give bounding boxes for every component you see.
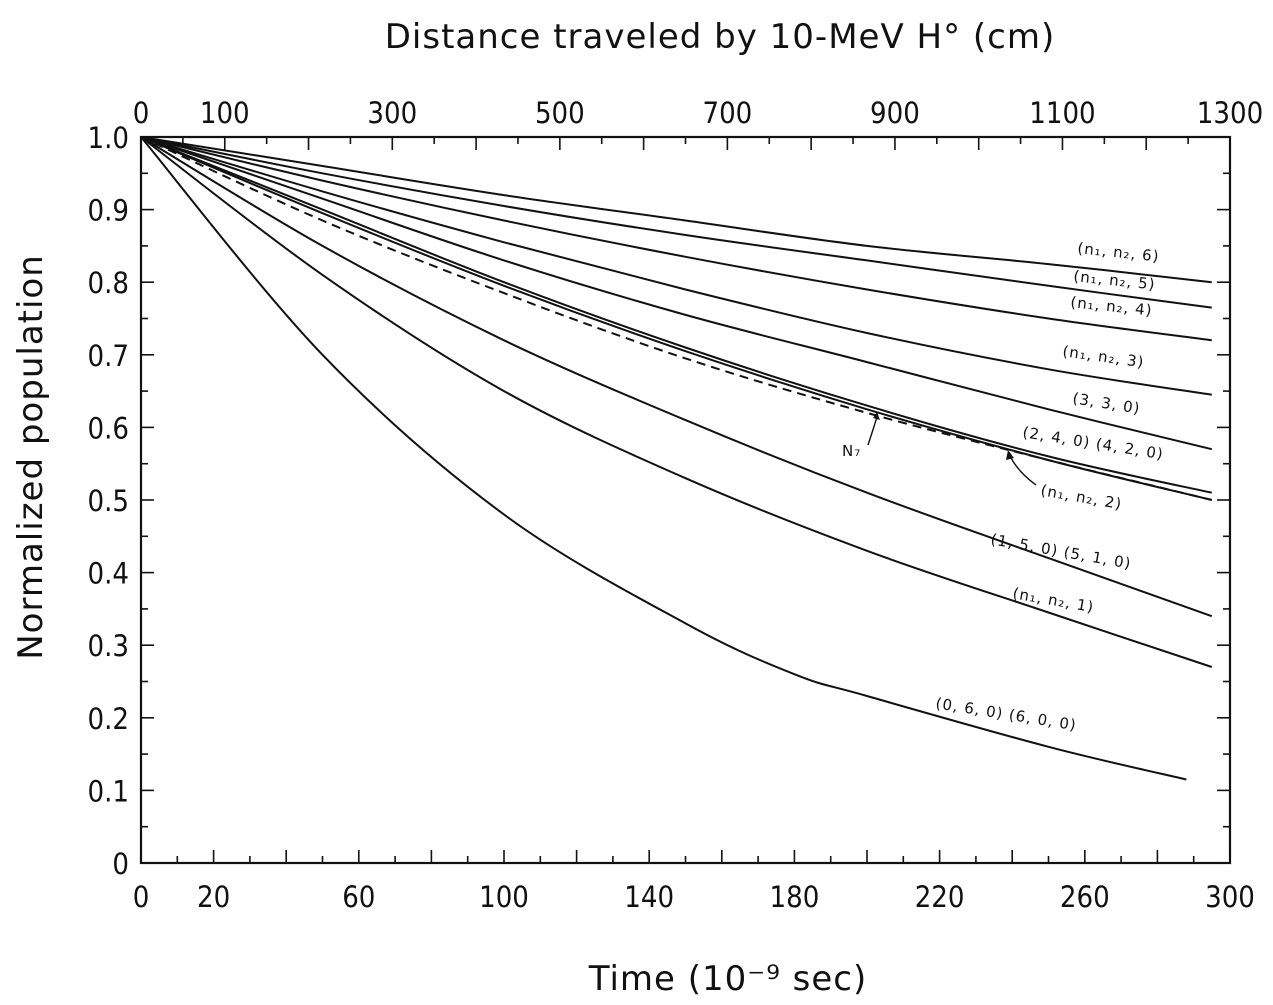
- annotation-arrowhead-n2: [1006, 450, 1014, 460]
- axis-ticks: [140, 136, 1231, 864]
- curve-label-3: (n₁, n₂, 3): [1061, 342, 1145, 371]
- series-line-2: [140, 136, 1212, 342]
- x-tick-label: 20: [197, 880, 230, 914]
- y-tick-label: 0: [112, 847, 129, 881]
- series-line-3: [140, 136, 1212, 396]
- tick-labels: 0 20 60 100 140 180 220 260 300 0 100 300 500 700 900 1…: [88, 96, 1264, 914]
- x2-tick-label: 1100: [1029, 96, 1095, 130]
- x2-tick-label: 1300: [1197, 96, 1263, 130]
- x2-tick-label: 500: [535, 96, 585, 130]
- x-tick-label: 140: [624, 880, 674, 914]
- curve-label-9: (n₁, n₂, 1): [1011, 584, 1095, 616]
- curve-label-5: (2, 4, 0) (4, 2, 0): [1021, 423, 1165, 463]
- curve-label-0: (n₁, n₂, 6): [1077, 239, 1161, 266]
- curve-label-8: (1, 5, 0) (5, 1, 0): [989, 530, 1133, 572]
- series-lines: [140, 136, 1213, 781]
- x2-tick-label: 900: [870, 96, 920, 130]
- bottom-axis-title: Time (10⁻⁹ sec): [588, 959, 868, 999]
- y-tick-label: 0.9: [88, 194, 129, 228]
- x-tick-label: 100: [479, 880, 529, 914]
- y-tick-label: 0.1: [88, 774, 129, 808]
- series-line-8: [140, 136, 1213, 618]
- series-line-5: [140, 136, 1213, 494]
- curve-label-4: (3, 3, 0): [1071, 389, 1141, 417]
- series-line-7: [140, 136, 1213, 501]
- y-tick-label: 0.3: [88, 629, 129, 663]
- y-tick-label: 0.8: [88, 266, 129, 300]
- curve-labels: (n₁, n₂, 6)(n₁, n₂, 5)(n₁, n₂, 4) (n₁, n₂…: [842, 239, 1165, 734]
- series-line-10: [140, 136, 1187, 781]
- x2-tick-label: 700: [702, 96, 752, 130]
- y-tick-label: 0.4: [88, 557, 129, 591]
- annotation-arrow-n2: [1009, 455, 1037, 486]
- curve-label-1: (n₁, n₂, 5): [1073, 267, 1157, 294]
- y-tick-label: 0.5: [88, 484, 129, 518]
- x-tick-label: 300: [1205, 880, 1255, 914]
- curve-label-6: (n₁, n₂, 2): [1039, 481, 1123, 513]
- annotation-arrow-n7: [867, 416, 878, 446]
- curve-label-2: (n₁, n₂, 4): [1070, 293, 1154, 320]
- y-tick-label: 0.7: [88, 339, 129, 373]
- top-axis-title: Distance traveled by 10-MeV H° (cm): [385, 17, 1056, 57]
- x-tick-label: 60: [342, 880, 375, 914]
- x-tick-label: 260: [1060, 880, 1110, 914]
- curve-label-7: N₇: [842, 442, 861, 460]
- x2-tick-label: 300: [367, 96, 417, 130]
- curve-label-10: (0, 6, 0) (6, 0, 0): [934, 694, 1078, 734]
- y-tick-label: 1.0: [88, 121, 129, 155]
- x2-tick-label: 100: [200, 96, 250, 130]
- x2-tick-label: 0: [133, 96, 150, 130]
- series-line-4: [140, 136, 1213, 451]
- x-tick-label: 220: [915, 880, 965, 914]
- y-tick-label: 0.6: [88, 411, 129, 445]
- series-line-1: [140, 136, 1212, 309]
- series-line-0: [140, 136, 1212, 284]
- annotation-arrowhead-n7: [873, 412, 880, 420]
- series-line-9: [140, 136, 1213, 668]
- y-tick-label: 0.2: [88, 702, 129, 736]
- x-tick-label: 0: [133, 880, 150, 914]
- y-axis-title: Normalized population: [11, 254, 51, 660]
- x-tick-label: 180: [770, 880, 820, 914]
